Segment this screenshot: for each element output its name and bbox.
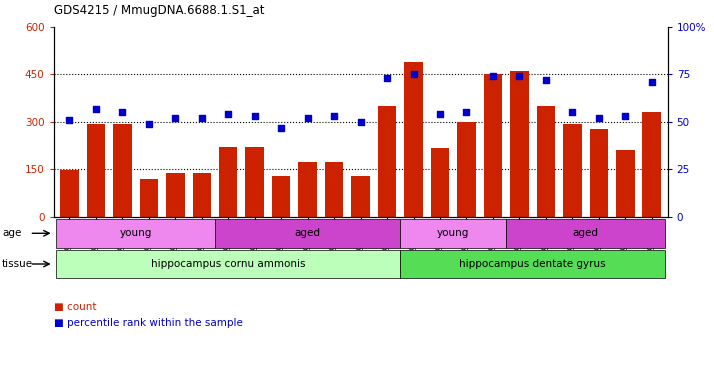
Text: ■ count: ■ count xyxy=(54,302,96,312)
Point xyxy=(328,113,340,119)
Point xyxy=(381,75,393,81)
Point xyxy=(276,124,287,131)
Point xyxy=(90,106,101,112)
Point xyxy=(116,109,128,116)
Bar xyxy=(510,71,528,217)
Bar xyxy=(563,124,582,217)
Text: tissue: tissue xyxy=(2,259,34,269)
Point xyxy=(302,115,313,121)
Point xyxy=(540,77,551,83)
Text: hippocampus dentate gyrus: hippocampus dentate gyrus xyxy=(459,259,606,269)
Bar xyxy=(616,151,635,217)
Bar xyxy=(166,173,184,217)
Point xyxy=(461,109,472,116)
Bar xyxy=(193,173,211,217)
Point xyxy=(620,113,631,119)
Point xyxy=(223,111,234,118)
Point xyxy=(143,121,154,127)
Bar xyxy=(298,162,317,217)
Text: aged: aged xyxy=(295,228,321,238)
Bar xyxy=(483,74,502,217)
Bar xyxy=(219,147,238,217)
Text: aged: aged xyxy=(573,228,598,238)
Bar xyxy=(431,148,449,217)
Point xyxy=(487,73,498,79)
Point xyxy=(170,115,181,121)
Bar xyxy=(457,122,476,217)
Point xyxy=(513,73,525,79)
Point xyxy=(196,115,208,121)
Text: age: age xyxy=(2,228,21,238)
Text: young: young xyxy=(437,228,469,238)
Point xyxy=(567,109,578,116)
Point xyxy=(646,79,658,85)
Point xyxy=(408,71,419,78)
Bar xyxy=(351,176,370,217)
Bar xyxy=(404,62,423,217)
Point xyxy=(249,113,261,119)
Bar xyxy=(272,176,291,217)
Text: hippocampus cornu ammonis: hippocampus cornu ammonis xyxy=(151,259,306,269)
Point xyxy=(434,111,446,118)
Bar xyxy=(86,124,105,217)
Bar xyxy=(139,179,158,217)
Text: young: young xyxy=(119,228,152,238)
Text: ■ percentile rank within the sample: ■ percentile rank within the sample xyxy=(54,318,243,328)
Text: GDS4215 / MmugDNA.6688.1.S1_at: GDS4215 / MmugDNA.6688.1.S1_at xyxy=(54,4,264,17)
Bar xyxy=(643,113,661,217)
Bar xyxy=(590,129,608,217)
Bar xyxy=(537,106,555,217)
Point xyxy=(64,117,75,123)
Point xyxy=(593,115,605,121)
Bar xyxy=(325,162,343,217)
Point xyxy=(355,119,366,125)
Bar xyxy=(113,124,131,217)
Bar xyxy=(60,170,79,217)
Bar xyxy=(378,106,396,217)
Bar xyxy=(246,147,264,217)
